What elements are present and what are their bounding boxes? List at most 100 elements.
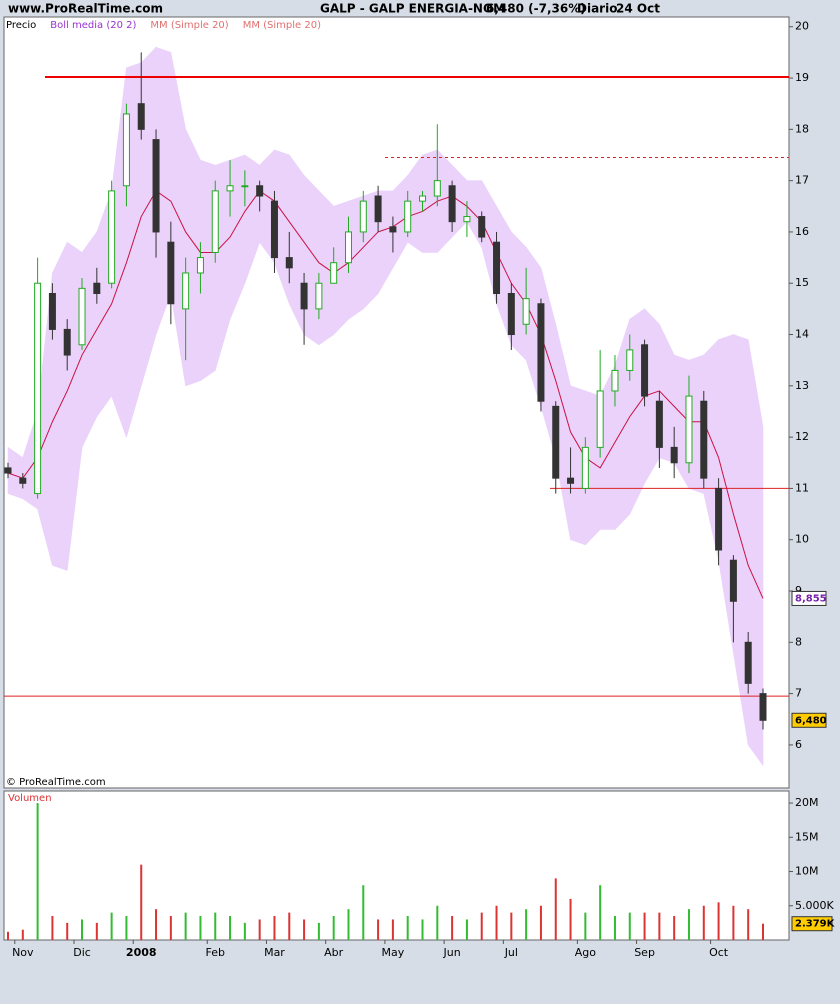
x-tick-label: 2008	[126, 946, 157, 959]
moving-average	[7, 190, 764, 599]
y-tick-label: 7	[795, 687, 802, 700]
volume-title: Volumen	[8, 793, 52, 804]
x-tick-label: Nov	[12, 946, 34, 959]
y-tick-label: 16	[795, 225, 809, 238]
candle-body	[715, 487, 723, 551]
volume-bar	[732, 905, 735, 940]
volume-bar	[599, 885, 602, 940]
candle-body	[78, 287, 86, 346]
candle-body	[374, 195, 382, 223]
volume-bar	[762, 923, 764, 940]
volume-bar	[687, 909, 690, 940]
volume-bar	[539, 905, 542, 940]
volume-bar	[658, 912, 661, 940]
volume-bar	[510, 912, 513, 940]
y-tick-label: 19	[795, 71, 809, 84]
y-tick-label: 10	[795, 533, 809, 546]
y-tick-label: 18	[795, 122, 809, 135]
candle-body	[241, 185, 249, 188]
candle-body	[404, 200, 412, 233]
candle-body	[4, 467, 12, 474]
axis-layer: Nov Dic 2008 Feb Mar Abr May Jun Jul Ago Sep Oct 6 7 8…	[12, 20, 836, 959]
volume-bar	[747, 909, 750, 940]
candle-body	[448, 185, 456, 223]
x-tick-label: Feb	[206, 946, 225, 959]
last-value-label: 6,480	[795, 715, 827, 726]
quote: 6,480 (-7,36%)	[486, 2, 586, 16]
volume-bar	[436, 905, 439, 940]
y-tick-label: 11	[795, 481, 809, 494]
candle-body	[641, 344, 649, 397]
x-tick-label: Mar	[264, 946, 285, 959]
candle-body	[655, 400, 663, 448]
candle-body	[581, 446, 589, 489]
volume-bar	[243, 922, 246, 940]
volume-bar	[140, 864, 143, 940]
legend-entry: MM (Simple 20)	[150, 20, 228, 31]
bollinger-band	[629, 308, 645, 515]
candle-body	[478, 216, 486, 238]
candle-body	[285, 257, 293, 269]
volume-bar	[169, 916, 172, 940]
volume-panel	[3, 790, 790, 941]
y-tick-label: 20	[795, 20, 809, 33]
volume-bar	[81, 919, 84, 940]
y-tick-label: 14	[795, 328, 809, 341]
volume-layer	[7, 803, 764, 940]
candle-body	[552, 405, 560, 479]
volume-bar	[362, 885, 365, 940]
candle-body	[537, 303, 545, 402]
candle-body	[700, 400, 708, 479]
volume-bar	[21, 929, 24, 940]
candle-body	[685, 395, 693, 464]
candle-body	[419, 195, 427, 202]
candle-body	[315, 282, 323, 310]
volume-bar	[480, 912, 483, 940]
candle-body	[167, 241, 175, 305]
lines-layer	[4, 76, 789, 697]
y-tick-label: 17	[795, 174, 809, 187]
date: 24 Oct	[616, 2, 660, 16]
volume-bar	[717, 902, 720, 940]
volume-bar	[125, 916, 128, 940]
legend-entry: Boll media (20 2)	[50, 20, 136, 31]
x-tick-label: Sep	[634, 946, 655, 959]
volume-bar	[495, 905, 498, 940]
candle-body	[626, 349, 634, 371]
candle-body	[522, 298, 530, 325]
candle-body	[729, 559, 737, 602]
volume-bar	[391, 919, 394, 940]
volume-bar	[643, 912, 646, 940]
site: www.ProRealTime.com	[8, 2, 163, 16]
candle-body	[344, 231, 352, 264]
volume-bar	[66, 922, 69, 940]
volume-bar	[525, 909, 528, 940]
candle-body	[256, 185, 264, 197]
volume-bar	[628, 912, 631, 940]
x-tick-label: Dic	[73, 946, 91, 959]
volume-bar	[199, 916, 202, 940]
candle-body	[196, 257, 204, 274]
volume-bar	[273, 916, 276, 940]
y-tick-label: 12	[795, 430, 809, 443]
candle-body	[596, 390, 604, 448]
x-tick-label: Jun	[443, 946, 461, 959]
volume-bar	[51, 916, 54, 940]
volume-bar	[36, 803, 39, 940]
copyright: © ProRealTime.com	[6, 777, 106, 788]
candle-body	[759, 693, 767, 721]
volume-bar	[465, 919, 468, 940]
volume-bar	[702, 905, 705, 940]
candle-body	[211, 190, 219, 253]
candle-body	[744, 641, 752, 684]
legend-entry: Precio	[6, 20, 36, 31]
volume-bar	[421, 919, 424, 940]
candle-body	[48, 292, 56, 330]
candle-body	[19, 477, 27, 484]
candle-body	[93, 282, 101, 294]
candle-body	[137, 103, 145, 130]
candle-body	[330, 262, 338, 284]
volume-bar	[214, 912, 217, 940]
volume-bar	[673, 916, 676, 940]
volume-tick-label: 20M	[795, 796, 819, 809]
